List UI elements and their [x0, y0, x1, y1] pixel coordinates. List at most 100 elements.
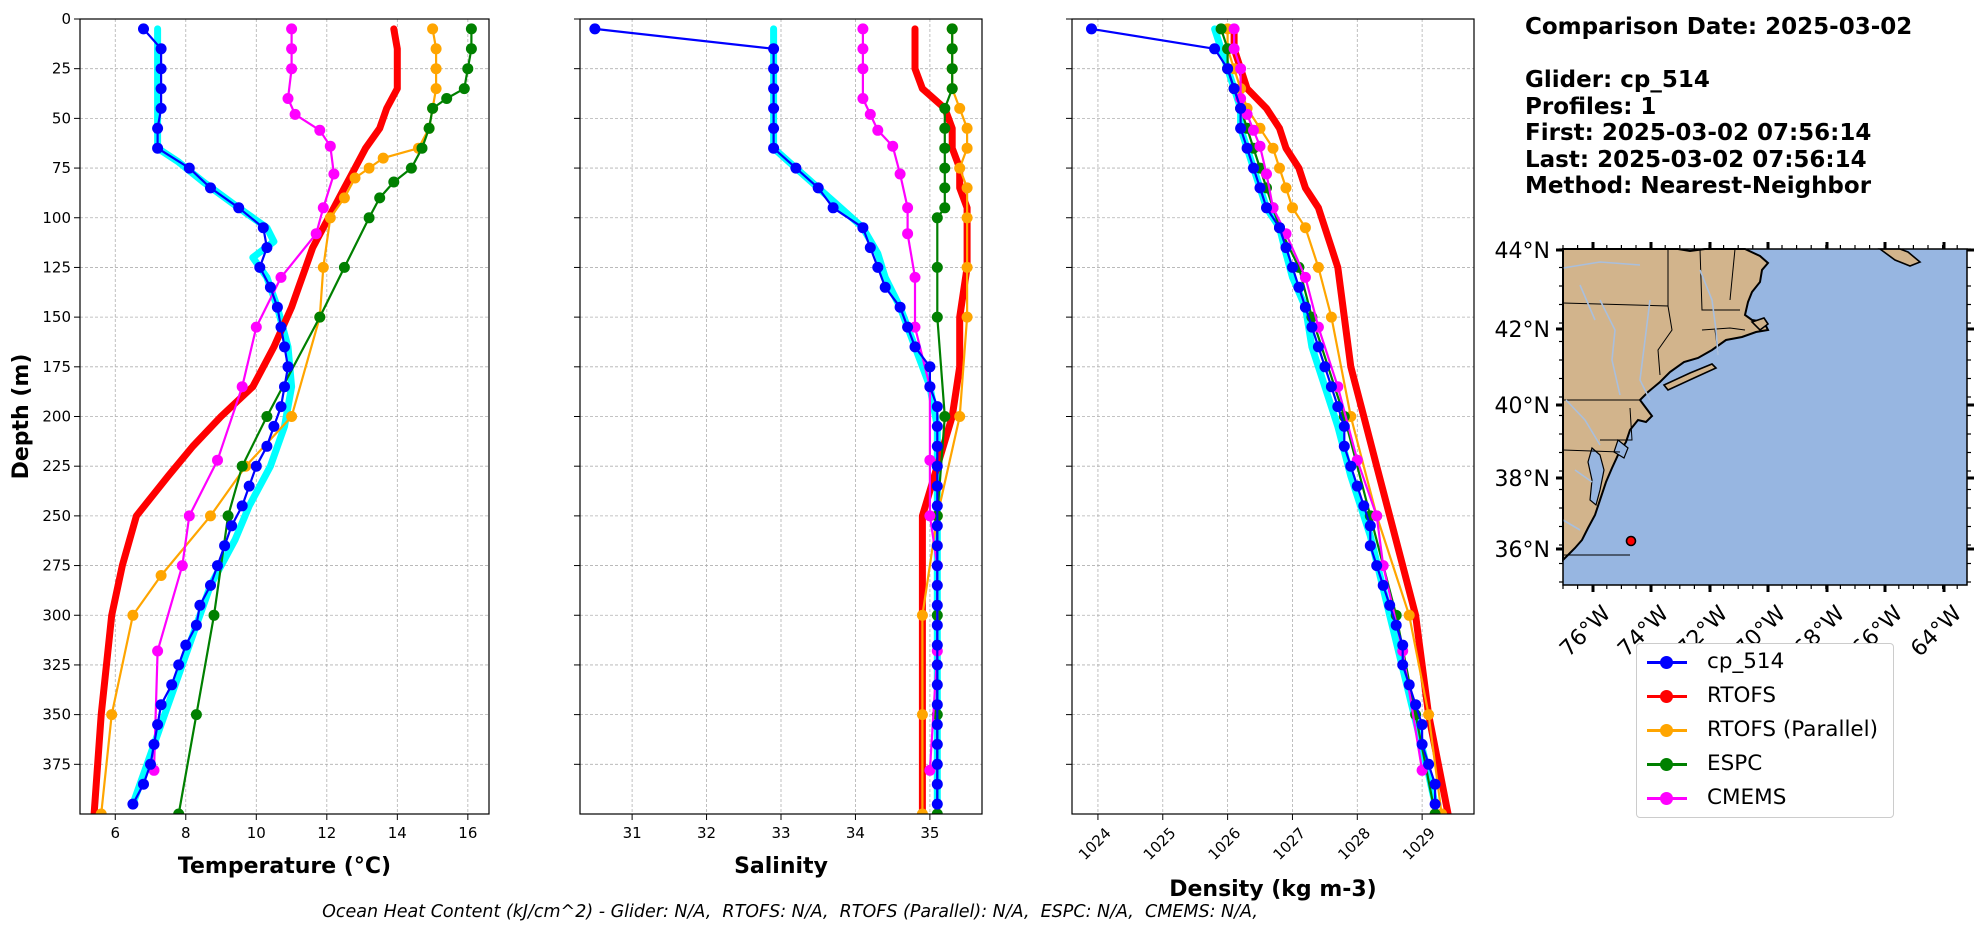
y-axis-label: Depth (m) — [9, 354, 34, 480]
data-point — [812, 182, 824, 194]
data-point — [916, 709, 928, 721]
legend-item-rtofs-parallel: RTOFS (Parallel) — [1637, 715, 1893, 749]
data-point — [768, 142, 780, 154]
data-point — [1228, 83, 1240, 95]
data-point — [902, 321, 914, 333]
data-point — [939, 162, 951, 174]
lat-label: 38°N — [1495, 467, 1550, 492]
data-point — [1312, 261, 1324, 273]
legend-item-espc: ESPC — [1637, 749, 1893, 783]
data-point — [205, 510, 216, 522]
lat-label: 42°N — [1495, 318, 1550, 343]
info-line — [1525, 41, 1912, 68]
data-point — [194, 599, 206, 611]
data-point — [857, 43, 869, 55]
y-tick-label: 175 — [42, 358, 71, 376]
info-line: Profiles: 1 — [1525, 93, 1657, 120]
data-point — [894, 168, 906, 180]
map-cape-cod — [1750, 317, 1770, 332]
legend-label: ESPC — [1707, 751, 1763, 776]
data-point — [864, 108, 876, 120]
data-point — [931, 599, 943, 611]
data-point — [916, 609, 928, 621]
data-point — [1319, 361, 1331, 373]
data-point — [931, 619, 943, 631]
data-point — [423, 122, 435, 134]
data-point — [1241, 142, 1253, 154]
map-delaware-bay — [1613, 438, 1629, 459]
grid — [1072, 18, 1474, 814]
data-point — [257, 222, 269, 234]
data-point — [166, 679, 178, 691]
data-point — [857, 222, 869, 234]
legend-swatch-marker — [1660, 758, 1673, 771]
data-point — [254, 261, 266, 273]
info-line: Method: Nearest-Neighbor — [1525, 173, 1872, 199]
data-point — [931, 699, 943, 711]
data-point — [931, 560, 943, 572]
data-point — [183, 510, 195, 522]
x-tick-label: 10 — [247, 824, 266, 842]
data-point — [328, 168, 340, 180]
info-line: First: 2025-03-02 07:56:14 — [1525, 120, 1872, 146]
data-point — [931, 778, 943, 790]
data-point — [1228, 23, 1240, 35]
data-point — [279, 341, 290, 353]
data-point — [1280, 242, 1292, 254]
x-tick-label: 1025 — [1140, 824, 1180, 864]
x-tick-label: 1027 — [1269, 824, 1309, 864]
data-point — [954, 162, 966, 174]
data-point — [961, 122, 973, 134]
series-line — [861, 27, 939, 772]
data-point — [916, 808, 928, 814]
glider-location-marker — [1625, 535, 1637, 547]
data-point — [190, 619, 202, 631]
data-point — [233, 202, 245, 214]
data-point — [1312, 341, 1324, 353]
data-point — [282, 93, 294, 104]
legend: cp_514 RTOFS RTOFS (Parallel) ESPC CMEMS — [1636, 643, 1894, 818]
y-tick-label: 350 — [42, 706, 71, 724]
data-point — [1248, 162, 1259, 174]
x-tick-label: 12 — [317, 824, 336, 842]
data-point — [931, 520, 943, 532]
data-point — [275, 321, 287, 333]
data-point — [887, 140, 899, 152]
data-point — [1248, 124, 1259, 136]
x-tick-label: 14 — [388, 824, 407, 842]
data-point — [324, 140, 336, 152]
y-tick-label: 75 — [52, 159, 71, 177]
data-point — [909, 341, 921, 353]
data-point — [902, 228, 914, 240]
data-point — [212, 454, 223, 466]
data-point — [152, 719, 164, 731]
series-line — [1090, 27, 1437, 806]
data-point — [155, 83, 167, 95]
data-point — [931, 579, 943, 591]
data-point — [1364, 540, 1376, 552]
data-point — [388, 176, 400, 188]
data-point — [127, 609, 139, 621]
data-point — [271, 301, 283, 313]
info-line: Glider: cp_514 — [1525, 67, 1710, 93]
y-tick-label: 50 — [52, 109, 71, 127]
x-tick-label: 35 — [920, 824, 939, 842]
data-point — [1299, 271, 1311, 283]
data-point — [1235, 122, 1247, 134]
series-line — [90, 25, 401, 814]
data-point — [946, 83, 958, 95]
data-point — [1364, 520, 1376, 532]
y-tick-label: 150 — [42, 308, 71, 326]
data-point — [465, 43, 477, 55]
x-tick-label: 31 — [623, 824, 642, 842]
x-tick-label: 1026 — [1205, 824, 1245, 864]
data-point — [377, 152, 389, 164]
data-point — [1306, 321, 1318, 333]
comparison-info: Comparison Date: 2025-03-02 Glider: cp_5… — [1525, 14, 1912, 200]
data-point — [1254, 182, 1266, 194]
data-point — [250, 321, 262, 333]
series-group — [90, 23, 477, 814]
x-axis-label: Temperature (°C) — [178, 854, 391, 879]
data-point — [264, 281, 276, 293]
